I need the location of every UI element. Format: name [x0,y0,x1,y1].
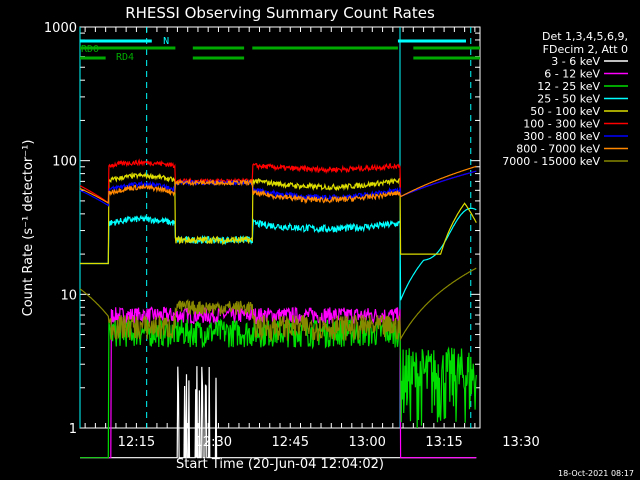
y-tick-label: 1000 [44,21,77,36]
x-tick-label: 12:15 [118,435,155,450]
y-tick-label: 10 [60,288,77,303]
x-tick-label: 13:00 [348,435,385,450]
flag-n-label: N [163,36,169,47]
legend-label: 6 - 12 keV [544,68,600,81]
legend-header-line-1: Det 1,3,4,5,6,9, [542,30,628,43]
legend-label: 3 - 6 keV [551,55,600,68]
y-tick-label: 100 [52,155,77,170]
legend-label: 800 - 7000 keV [516,143,600,156]
axes-group: 1 10 100 1000 12:15 12:30 12:45 13:00 13:15 13:30 [44,21,540,450]
y-axis-label: Count Rate (s⁻¹ detector⁻¹) [21,140,36,317]
x-tick-label: 13:15 [425,435,462,450]
series-line-9 [79,267,477,342]
flag-rd0-label: RD0 [81,44,99,55]
legend-header-line-2: FDecim 2, Att 0 [543,43,628,56]
y-tick-label: 1 [69,422,77,437]
series-line-8 [79,165,477,205]
footer-timestamp: 18-Oct-2021 08:17 [558,469,634,478]
legend-label: 300 - 800 keV [523,130,600,143]
x-tick-label: 13:30 [502,435,539,450]
legend-label: 7000 - 15000 keV [502,155,600,168]
series-line-7 [79,170,477,207]
series-line-4 [80,207,477,301]
series-group [79,158,477,459]
x-axis-label: Start Time (20-Jun-04 12:04:02) [176,457,384,472]
flag-rd4-label: RD4 [116,52,134,63]
flag-bars: N RD0 RD4 [79,27,480,428]
chart-title: RHESSI Observing Summary Count Rates [125,4,435,22]
series-line-5 [80,171,477,265]
legend-label: 25 - 50 keV [537,93,600,106]
legend-label: 50 - 100 keV [530,105,600,118]
legend-label: 12 - 25 keV [537,80,600,93]
legend-label: 100 - 300 keV [523,118,600,131]
x-tick-label: 12:30 [195,435,232,450]
x-tick-label: 12:45 [272,435,309,450]
